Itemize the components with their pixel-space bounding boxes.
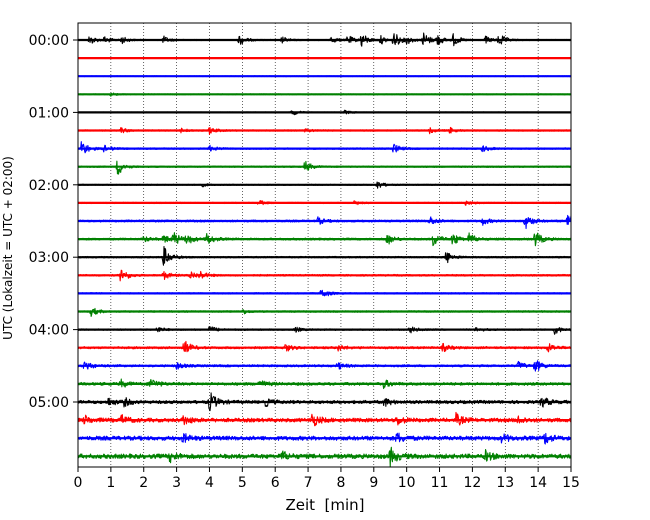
x-tick-label-8: 8 xyxy=(336,475,345,491)
x-tick-label-7: 7 xyxy=(304,475,313,491)
y-tick-label-2: 02:00 xyxy=(29,178,69,194)
x-axis-ticks: 0 1 2 3 4 5 6 7 8 9 10 11 12 13 14 15 xyxy=(74,467,580,491)
y-tick-label-4: 04:00 xyxy=(29,323,69,339)
x-tick-label-9: 9 xyxy=(369,475,378,491)
x-axis-label: Zeit [min] xyxy=(285,496,364,514)
x-tick-label-2: 2 xyxy=(139,475,148,491)
y-tick-label-1: 01:00 xyxy=(29,105,69,121)
vertical-grid xyxy=(110,23,539,467)
x-tick-label-12: 12 xyxy=(463,475,481,491)
x-tick-label-3: 3 xyxy=(172,475,181,491)
y-tick-label-5: 05:00 xyxy=(29,395,69,411)
x-tick-label-11: 11 xyxy=(431,475,449,491)
y-tick-label-0: 00:00 xyxy=(29,33,69,49)
x-tick-label-6: 6 xyxy=(271,475,280,491)
x-tick-label-5: 5 xyxy=(238,475,247,491)
x-tick-label-0: 0 xyxy=(74,475,83,491)
y-tick-label-3: 03:00 xyxy=(29,250,69,266)
x-tick-label-14: 14 xyxy=(529,475,547,491)
plot-frame xyxy=(77,22,572,468)
y-axis-ticks: 00:00 01:00 02:00 03:00 04:00 05:00 xyxy=(29,33,78,411)
x-tick-label-1: 1 xyxy=(106,475,115,491)
trace-rows xyxy=(77,32,572,467)
y-axis-label: UTC (Lokalzeit = UTC + 02:00) xyxy=(1,156,15,340)
trace-row-0130 xyxy=(77,141,572,154)
x-tick-label-15: 15 xyxy=(562,475,580,491)
trace-row-0300 xyxy=(77,246,572,266)
x-tick-label-13: 13 xyxy=(496,475,514,491)
x-tick-label-10: 10 xyxy=(398,475,416,491)
x-tick-label-4: 4 xyxy=(205,475,214,491)
